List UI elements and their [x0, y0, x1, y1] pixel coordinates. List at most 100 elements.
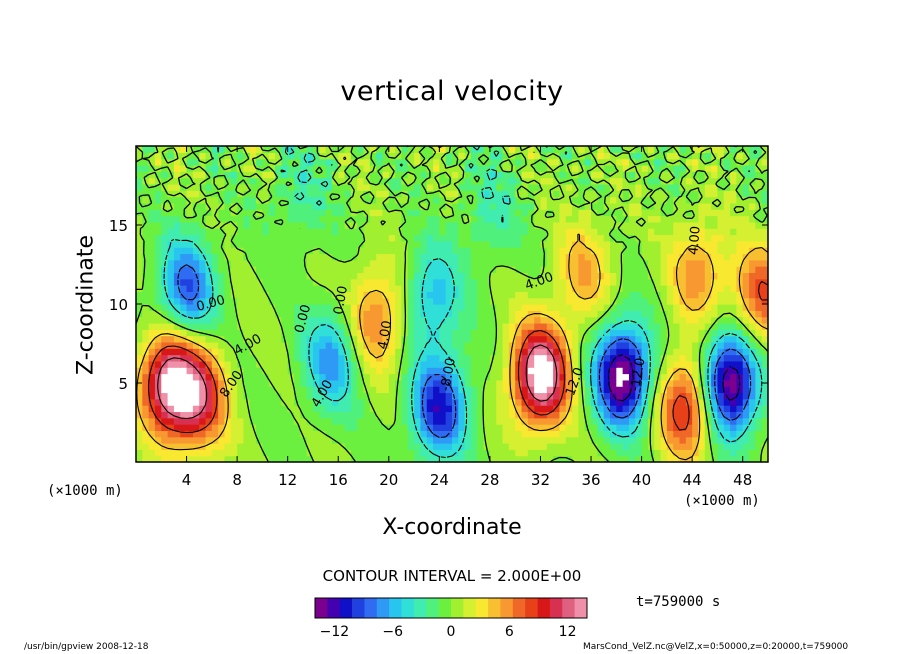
heatmap-cell	[698, 354, 706, 362]
heatmap-cell	[363, 430, 371, 438]
heatmap-cell	[312, 297, 320, 305]
heatmap-cell	[628, 360, 636, 368]
heatmap-cell	[616, 202, 624, 210]
heatmap-cell	[578, 291, 586, 299]
heatmap-cell	[704, 240, 712, 248]
heatmap-cell	[426, 398, 434, 406]
heatmap-cell	[508, 240, 516, 248]
heatmap-cell	[420, 354, 428, 362]
heatmap-cell	[401, 455, 409, 462]
heatmap-cell	[192, 354, 200, 362]
heatmap-cell	[357, 209, 365, 217]
heatmap-cell	[230, 430, 238, 438]
heatmap-cell	[369, 360, 377, 368]
heatmap-cell	[363, 278, 371, 286]
heatmap-cell	[319, 164, 327, 172]
heatmap-cell	[477, 436, 485, 444]
heatmap-cell	[331, 411, 339, 419]
heatmap-cell	[268, 354, 276, 362]
heatmap-cell	[635, 209, 643, 217]
heatmap-cell	[325, 221, 333, 229]
heatmap-cell	[445, 171, 453, 179]
heatmap-cell	[534, 449, 542, 457]
heatmap-cell	[597, 373, 605, 381]
heatmap-cell	[205, 196, 213, 204]
heatmap-cell	[338, 405, 346, 413]
heatmap-cell	[761, 405, 768, 413]
heatmap-cell	[635, 310, 643, 318]
heatmap-cell	[287, 278, 295, 286]
heatmap-cell	[666, 436, 674, 444]
heatmap-cell	[685, 259, 693, 267]
heatmap-cell	[736, 392, 744, 400]
heatmap-cell	[142, 316, 150, 324]
heatmap-cell	[300, 240, 308, 248]
heatmap-cell	[452, 171, 459, 179]
heatmap-cell	[426, 367, 434, 375]
heatmap-cell	[572, 209, 579, 217]
heatmap-cell	[584, 335, 592, 343]
heatmap-cell	[407, 259, 415, 267]
heatmap-cell	[749, 316, 756, 324]
heatmap-cell	[256, 424, 263, 431]
heatmap-cell	[673, 190, 681, 198]
heatmap-cell	[458, 152, 466, 160]
heatmap-cell	[496, 171, 504, 179]
heatmap-cell	[502, 386, 510, 394]
heatmap-cell	[249, 417, 257, 425]
heatmap-cell	[742, 449, 750, 457]
heatmap-cell	[559, 215, 567, 223]
heatmap-cell	[167, 196, 175, 204]
heatmap-cell	[458, 234, 466, 242]
heatmap-cell	[281, 247, 289, 255]
heatmap-cell	[275, 183, 282, 191]
heatmap-cell	[527, 386, 535, 394]
heatmap-cell	[489, 183, 497, 191]
heatmap-cell	[749, 158, 756, 166]
heatmap-cell	[167, 411, 175, 419]
heatmap-cell	[388, 247, 396, 255]
heatmap-cell	[426, 430, 434, 438]
heatmap-cell	[256, 228, 263, 236]
heatmap-cell	[186, 379, 194, 387]
heatmap-cell	[603, 259, 611, 267]
heatmap-cell	[350, 266, 358, 273]
heatmap-cell	[388, 367, 396, 375]
heatmap-cell	[205, 183, 213, 191]
heatmap-cell	[477, 240, 485, 248]
heatmap-cell	[167, 297, 175, 305]
heatmap-cell	[565, 354, 573, 362]
heatmap-cell	[211, 348, 219, 356]
heatmap-cell	[515, 354, 523, 362]
heatmap-cell	[325, 417, 333, 425]
heatmap-cell	[477, 202, 485, 210]
heatmap-cell	[294, 209, 301, 217]
heatmap-cell	[534, 373, 542, 381]
heatmap-cell	[414, 455, 421, 462]
heatmap-cell	[622, 386, 630, 394]
heatmap-cell	[445, 398, 453, 406]
heatmap-cell	[249, 209, 257, 217]
heatmap-cell	[224, 297, 232, 305]
heatmap-cell	[369, 259, 377, 267]
heatmap-cell	[496, 190, 504, 198]
heatmap-cell	[654, 335, 662, 343]
heatmap-cell	[433, 398, 440, 406]
heatmap-cell	[388, 386, 396, 394]
heatmap-cell	[154, 266, 162, 273]
heatmap-cell	[610, 146, 617, 153]
heatmap-cell	[673, 354, 681, 362]
heatmap-cell	[660, 171, 668, 179]
heatmap-cell	[243, 424, 251, 431]
heatmap-cell	[572, 247, 579, 255]
heatmap-cell	[540, 221, 548, 229]
heatmap-cell	[192, 304, 200, 311]
heatmap-cell	[647, 354, 655, 362]
heatmap-cell	[496, 240, 504, 248]
heatmap-cell	[515, 152, 523, 160]
heatmap-cell	[458, 348, 466, 356]
heatmap-cell	[186, 417, 194, 425]
heatmap-cell	[736, 183, 744, 191]
heatmap-cell	[294, 341, 301, 349]
heatmap-cell	[553, 449, 561, 457]
